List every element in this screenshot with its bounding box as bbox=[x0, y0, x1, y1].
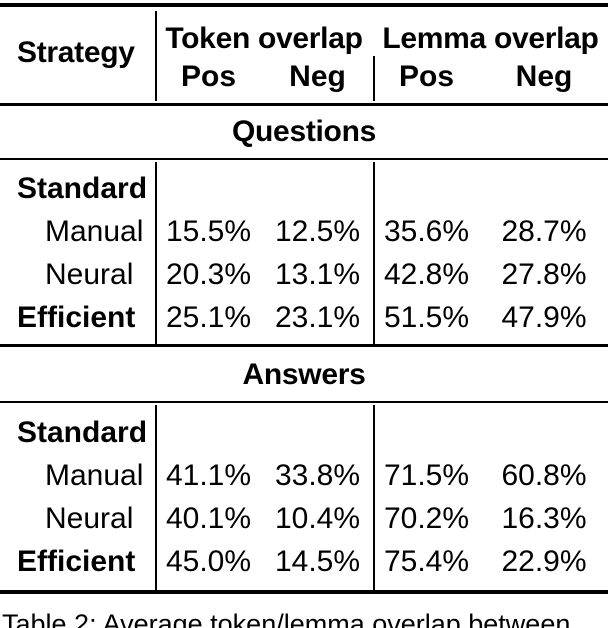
row-label: Standard bbox=[17, 171, 148, 205]
cell-lemma-pos: 42.8% bbox=[383, 257, 470, 291]
row-label: Neural bbox=[45, 501, 134, 535]
cell-token-neg: 10.4% bbox=[274, 501, 361, 535]
row-label: Neural bbox=[45, 257, 134, 291]
cell-token-neg: 13.1% bbox=[274, 257, 361, 291]
cell-token-pos: 45.0% bbox=[165, 544, 252, 578]
cell-lemma-neg: 47.9% bbox=[501, 300, 587, 334]
questions-group-divider bbox=[373, 162, 375, 344]
token-pos-header: Pos bbox=[180, 60, 237, 93]
row-label: Manual bbox=[45, 458, 144, 492]
questions-strategy-divider bbox=[155, 162, 157, 344]
cell-lemma-pos: 71.5% bbox=[383, 458, 470, 492]
table-row-answers-neural: Neural 40.1% 10.4% 70.2% 16.3% bbox=[0, 497, 608, 540]
cell-token-neg: 14.5% bbox=[274, 544, 361, 578]
section-title-questions: Questions bbox=[232, 115, 376, 148]
cell-token-pos: 41.1% bbox=[165, 458, 252, 492]
header-bottom-rule bbox=[0, 103, 608, 106]
cell-token-pos: 15.5% bbox=[165, 214, 252, 248]
top-rule bbox=[0, 3, 608, 7]
cell-lemma-neg: 22.9% bbox=[501, 544, 587, 578]
bottom-rule bbox=[0, 590, 608, 594]
cell-lemma-neg: 16.3% bbox=[501, 501, 587, 535]
table-caption: Table 2: Average token/lemma overlap bet… bbox=[2, 609, 571, 628]
questions-title-rule bbox=[0, 158, 608, 160]
table-row-questions-manual: Manual 15.5% 12.5% 35.6% 28.7% bbox=[0, 210, 608, 253]
table-row-questions-standard: Standard bbox=[0, 167, 608, 210]
section-title-answers: Answers bbox=[242, 358, 366, 391]
cell-lemma-pos: 75.4% bbox=[383, 544, 470, 578]
cell-token-neg: 33.8% bbox=[274, 458, 361, 492]
table-row-answers-standard: Standard bbox=[0, 411, 608, 454]
row-label: Manual bbox=[45, 214, 144, 248]
token-neg-header: Neg bbox=[289, 60, 346, 93]
lemma-neg-header: Neg bbox=[515, 60, 573, 93]
cell-lemma-pos: 70.2% bbox=[383, 501, 470, 535]
answers-strategy-divider bbox=[155, 405, 157, 590]
cell-token-pos: 25.1% bbox=[165, 300, 252, 334]
table-row-answers-efficient: Efficient 45.0% 14.5% 75.4% 22.9% bbox=[0, 540, 608, 583]
table-row-answers-manual: Manual 41.1% 33.8% 71.5% 60.8% bbox=[0, 454, 608, 497]
questions-end-rule bbox=[0, 344, 608, 347]
answers-group-divider bbox=[373, 405, 375, 590]
header-group-divider bbox=[373, 56, 375, 101]
lemma-overlap-group-header: Lemma overlap bbox=[382, 22, 599, 55]
lemma-pos-header: Pos bbox=[398, 60, 455, 93]
table-row-questions-efficient: Efficient 25.1% 23.1% 51.5% 47.9% bbox=[0, 296, 608, 339]
answers-title-rule bbox=[0, 401, 608, 403]
cell-token-neg: 23.1% bbox=[274, 300, 361, 334]
strategy-column-header: Strategy bbox=[17, 36, 135, 69]
table-row-questions-neural: Neural 20.3% 13.1% 42.8% 27.8% bbox=[0, 253, 608, 296]
cell-token-neg: 12.5% bbox=[274, 214, 361, 248]
row-label: Efficient bbox=[17, 300, 136, 334]
cell-lemma-neg: 28.7% bbox=[501, 214, 587, 248]
cell-token-pos: 40.1% bbox=[165, 501, 252, 535]
header-strategy-divider bbox=[155, 11, 157, 101]
cell-lemma-neg: 27.8% bbox=[501, 257, 587, 291]
token-overlap-group-header: Token overlap bbox=[165, 22, 363, 55]
row-label: Standard bbox=[17, 415, 148, 449]
row-label: Efficient bbox=[17, 544, 136, 578]
cell-lemma-pos: 51.5% bbox=[383, 300, 470, 334]
cell-lemma-neg: 60.8% bbox=[501, 458, 587, 492]
cell-lemma-pos: 35.6% bbox=[383, 214, 470, 248]
cell-token-pos: 20.3% bbox=[165, 257, 252, 291]
